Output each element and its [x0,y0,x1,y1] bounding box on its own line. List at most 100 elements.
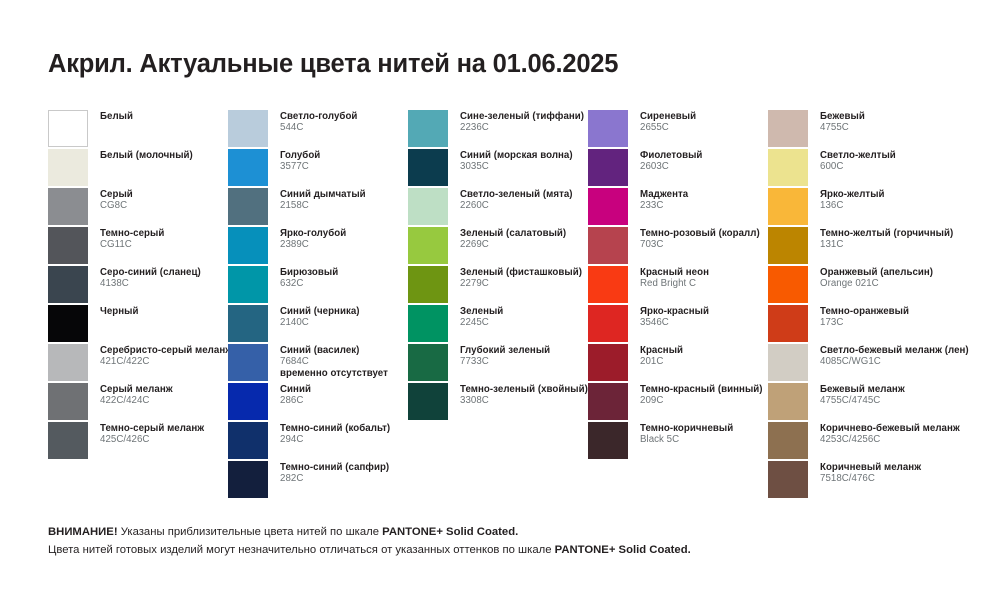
swatch-pantone-code: 2603C [640,161,669,173]
color-swatch[interactable] [588,227,628,264]
swatch-name: Светло-голубой [280,111,358,122]
color-swatch[interactable] [768,149,808,186]
color-swatch[interactable] [48,110,88,147]
swatch-row[interactable]: Светло-зеленый (мята) 2260C [408,188,588,227]
swatch-row[interactable]: Синий (морская волна) 3035C [408,149,588,188]
color-swatch[interactable] [228,344,268,381]
color-swatch[interactable] [768,227,808,264]
swatch-row[interactable]: Голубой 3577C [228,149,408,188]
swatch-name: Сиреневый [640,111,697,122]
color-swatch[interactable] [228,266,268,303]
color-swatch[interactable] [768,344,808,381]
swatch-row[interactable]: Темно-синий (кобальт) 294C [228,422,408,461]
swatch-row[interactable]: Темно-серый меланж 425C/426C [48,422,228,461]
color-swatch[interactable] [228,188,268,225]
color-swatch[interactable] [48,149,88,186]
color-swatch[interactable] [228,422,268,459]
swatch-row[interactable]: Ярко-красный 3546C [588,305,768,344]
swatch-row[interactable]: Ярко-голубой 2389C [228,227,408,266]
color-swatch[interactable] [768,461,808,498]
swatch-row[interactable]: Светло-бежевый меланж (лен) 4085C/WG1C [768,344,969,383]
swatch-row[interactable]: Темно-желтый (горчичный) 131C [768,227,958,266]
swatch-row[interactable]: Серый CG8C [48,188,228,227]
swatch-row[interactable]: Темно-коричневый Black 5C [588,422,768,461]
color-swatch[interactable] [48,305,88,342]
swatch-row[interactable]: Зеленый (фисташковый) 2279C [408,266,588,305]
color-swatch[interactable] [588,266,628,303]
color-swatch[interactable] [408,305,448,342]
swatch-row[interactable]: Светло-голубой 544C [228,110,408,149]
swatch-row[interactable]: Маджента 233C [588,188,768,227]
swatch-row[interactable]: Зеленый (салатовый) 2269C [408,227,588,266]
color-swatch[interactable] [768,266,808,303]
swatch-row[interactable]: Бежевый меланж 4755C/4745C [768,383,958,422]
color-swatch[interactable] [768,305,808,342]
color-swatch[interactable] [228,227,268,264]
color-swatch[interactable] [588,344,628,381]
swatch-text: Темно-красный (винный) 209C [640,383,763,407]
swatch-row[interactable]: Серо-синий (сланец) 4138C [48,266,228,305]
swatch-row[interactable]: Глубокий зеленый 7733C [408,344,588,383]
swatch-row[interactable]: Красный 201C [588,344,768,383]
color-swatch[interactable] [408,227,448,264]
swatch-row[interactable]: Темно-оранжевый 173C [768,305,958,344]
swatch-row[interactable]: Бежевый 4755C [768,110,958,149]
swatch-row[interactable]: Темно-красный (винный) 209C [588,383,768,422]
color-swatch[interactable] [48,383,88,420]
color-swatch[interactable] [228,461,268,498]
color-swatch[interactable] [408,383,448,420]
swatch-name: Серый меланж [100,384,173,395]
color-swatch[interactable] [588,422,628,459]
swatch-row[interactable]: Черный [48,305,228,344]
swatch-row[interactable]: Синий (черника) 2140C [228,305,408,344]
swatch-row[interactable]: Белый [48,110,228,149]
swatch-row[interactable]: Бирюзовый 632C [228,266,408,305]
color-swatch[interactable] [48,344,88,381]
color-swatch[interactable] [228,110,268,147]
swatch-row[interactable]: Сине-зеленый (тиффани) 2236C [408,110,588,149]
color-swatch[interactable] [408,149,448,186]
swatch-row[interactable]: Темно-зеленый (хвойный) 3308C [408,383,588,422]
swatch-row[interactable]: Синий дымчатый 2158C [228,188,408,227]
swatch-row[interactable]: Синий (василек) 7684C временно отсутствует [228,344,408,383]
color-swatch[interactable] [768,422,808,459]
swatch-row[interactable]: Красный неон Red Bright C [588,266,768,305]
color-swatch[interactable] [228,383,268,420]
color-swatch[interactable] [228,305,268,342]
color-swatch[interactable] [768,110,808,147]
swatch-row[interactable]: Белый (молочный) [48,149,228,188]
swatch-row[interactable]: Синий 286C [228,383,408,422]
swatch-row[interactable]: Темно-синий (сапфир) 282C [228,461,408,500]
swatch-row[interactable]: Оранжевый (апельсин) Orange 021C [768,266,958,305]
color-swatch[interactable] [588,110,628,147]
color-swatch[interactable] [48,188,88,225]
swatch-row[interactable]: Темно-серый CG11C [48,227,228,266]
swatch-row[interactable]: Коричневый меланж 7518C/476C [768,461,958,500]
swatch-row[interactable]: Темно-розовый (коралл) 703C [588,227,768,266]
color-swatch[interactable] [588,149,628,186]
color-swatch[interactable] [48,422,88,459]
color-swatch[interactable] [228,149,268,186]
swatch-row[interactable]: Серебристо-серый меланж 421C/422C [48,344,232,383]
color-swatch[interactable] [588,188,628,225]
swatch-pantone-code: 2269C [460,239,489,251]
color-swatch[interactable] [768,383,808,420]
color-swatch[interactable] [48,266,88,303]
swatch-row[interactable]: Ярко-желтый 136C [768,188,958,227]
swatch-text: Темно-розовый (коралл) 703C [640,227,760,251]
swatch-row[interactable]: Зеленый 2245C [408,305,588,344]
color-swatch[interactable] [408,188,448,225]
color-swatch[interactable] [408,110,448,147]
color-swatch[interactable] [588,383,628,420]
color-swatch[interactable] [408,266,448,303]
color-swatch[interactable] [408,344,448,381]
swatch-row[interactable]: Фиолетовый 2603C [588,149,768,188]
color-swatch[interactable] [768,188,808,225]
swatch-row[interactable]: Сиреневый 2655C [588,110,768,149]
swatch-row[interactable]: Коричнево-бежевый меланж 4253C/4256C [768,422,960,461]
color-swatch[interactable] [48,227,88,264]
swatch-row[interactable]: Серый меланж 422C/424C [48,383,228,422]
page-title: Акрил. Актуальные цвета нитей на 01.06.2… [48,50,619,78]
color-swatch[interactable] [588,305,628,342]
swatch-row[interactable]: Светло-желтый 600C [768,149,958,188]
